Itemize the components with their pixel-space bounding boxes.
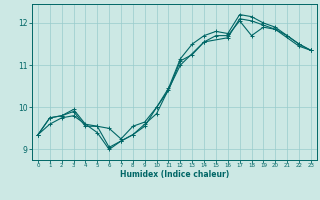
X-axis label: Humidex (Indice chaleur): Humidex (Indice chaleur) [120, 170, 229, 179]
